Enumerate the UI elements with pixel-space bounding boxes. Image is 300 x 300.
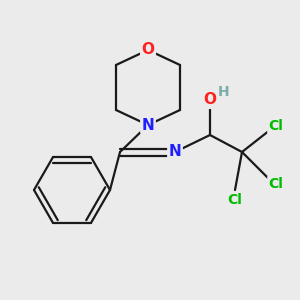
- Text: H: H: [218, 85, 230, 99]
- Text: O: O: [142, 43, 154, 58]
- Text: N: N: [169, 145, 182, 160]
- Text: Cl: Cl: [268, 119, 284, 133]
- Text: Cl: Cl: [268, 177, 284, 191]
- Text: O: O: [203, 92, 217, 107]
- Text: Cl: Cl: [228, 193, 242, 207]
- Text: N: N: [142, 118, 154, 133]
